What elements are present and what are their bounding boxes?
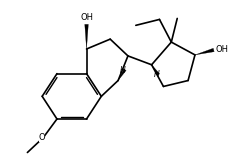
Text: H: H [120,66,126,75]
Polygon shape [85,24,88,49]
Polygon shape [195,48,214,55]
Polygon shape [152,65,160,75]
Polygon shape [118,69,126,80]
Text: O: O [39,133,45,142]
Text: OH: OH [80,13,93,22]
Text: OH: OH [215,45,228,54]
Text: H: H [154,70,159,79]
